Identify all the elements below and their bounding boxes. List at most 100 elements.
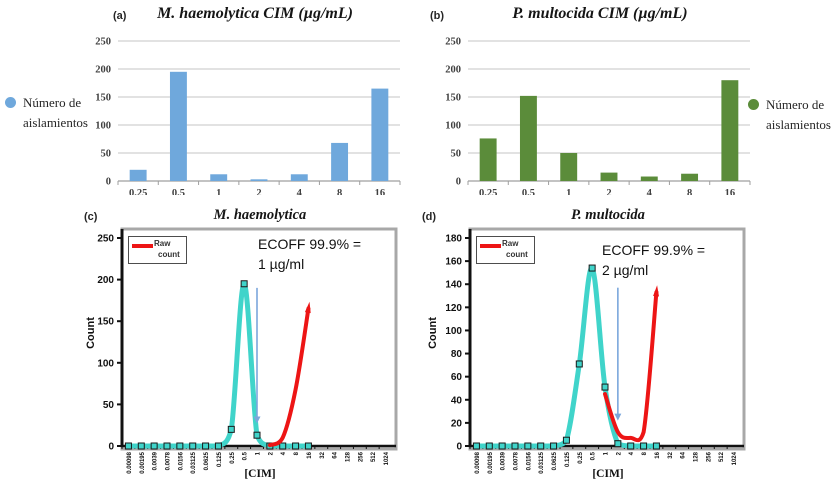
x-tick-label: 16 bbox=[307, 451, 313, 458]
x-tick-label: 0.125 bbox=[565, 451, 571, 467]
y-tick-label: 200 bbox=[445, 65, 461, 76]
line-end-arrow-icon bbox=[304, 301, 311, 314]
y-tick-label: 250 bbox=[95, 37, 111, 48]
y-tick-label: 60 bbox=[451, 372, 463, 383]
x-tick-label: 0.0039 bbox=[153, 451, 159, 470]
bar bbox=[600, 172, 618, 181]
square-marker-icon bbox=[189, 442, 197, 450]
x-tick-label: 0.5 bbox=[172, 188, 185, 195]
panel-label-b: (b) bbox=[430, 10, 445, 22]
x-tick-label: 8 bbox=[687, 188, 692, 195]
x-tick-label: 512 bbox=[371, 451, 377, 462]
ecoff-arrow-head-icon bbox=[253, 416, 261, 424]
panel-label-d: (d) bbox=[422, 211, 437, 223]
x-tick-label: 0.0625 bbox=[204, 451, 210, 470]
square-marker-icon bbox=[137, 442, 145, 450]
x-tick-label: 1 bbox=[604, 451, 610, 455]
x-tick-label: 256 bbox=[358, 451, 364, 462]
square-marker-icon bbox=[511, 442, 519, 450]
square-marker-icon bbox=[498, 442, 506, 450]
x-tick-label: 2 bbox=[268, 451, 274, 455]
panel-title-b: P. multocida CIM (µg/mL) bbox=[512, 5, 688, 22]
bar bbox=[290, 174, 308, 181]
bar bbox=[479, 138, 497, 181]
square-marker-icon bbox=[150, 442, 158, 450]
line-end-arrow-icon bbox=[653, 285, 659, 297]
ecoff-d-line1: ECOFF 99.9% = bbox=[602, 242, 706, 258]
legend-numero-aislamientos-b: Número de aislamientos bbox=[748, 95, 831, 134]
square-marker-icon bbox=[163, 442, 171, 450]
bar bbox=[681, 173, 699, 181]
y-axis-title-c: Count bbox=[85, 317, 97, 349]
square-marker-icon bbox=[485, 442, 493, 450]
y-tick-label: 160 bbox=[445, 257, 462, 268]
y-tick-label: 50 bbox=[103, 400, 115, 411]
x-tick-label: 32 bbox=[668, 451, 674, 458]
square-marker-icon bbox=[240, 280, 248, 288]
y-tick-label: 80 bbox=[451, 349, 463, 360]
square-marker-icon bbox=[575, 360, 583, 368]
raw-legend-c-line2: count bbox=[158, 250, 180, 259]
x-tick-label: 8 bbox=[294, 451, 300, 455]
square-marker-icon bbox=[202, 442, 210, 450]
x-tick-label: 0.0156 bbox=[526, 451, 532, 470]
x-tick-label: 0.0078 bbox=[514, 451, 520, 470]
y-tick-label: 200 bbox=[95, 65, 111, 76]
bar bbox=[371, 88, 389, 181]
x-tick-label: 0.25 bbox=[479, 188, 497, 195]
square-marker-icon bbox=[472, 442, 480, 450]
x-tick-label: 256 bbox=[706, 451, 712, 462]
x-tick-label: 0.0078 bbox=[166, 451, 172, 470]
bar-chart-p-multocida: 250 200 150 100 50 0 0.25 0.5 1 2 4 8 16 bbox=[445, 37, 751, 195]
square-marker-icon bbox=[214, 442, 222, 450]
x-tick-label: 0.00098 bbox=[475, 451, 481, 473]
x-tick-label: 0.0625 bbox=[552, 451, 558, 470]
line-chart-p-multocida: 0 20 40 60 80 100 120 140 160 180 0.00098 0.00195 0.… bbox=[445, 227, 746, 474]
x-tick-label: 128 bbox=[346, 451, 352, 462]
square-marker-icon bbox=[562, 436, 570, 444]
y-tick-label: 150 bbox=[445, 93, 461, 104]
x-tick-label: 32 bbox=[320, 451, 326, 458]
count-distribution-line bbox=[473, 265, 659, 449]
x-tick-label: 16 bbox=[655, 451, 661, 458]
x-tick-label: 0.125 bbox=[217, 451, 223, 467]
x-tick-label: 0.00195 bbox=[140, 451, 146, 473]
x-tick-label: 4 bbox=[629, 451, 635, 455]
y-tick-label: 0 bbox=[456, 177, 461, 188]
x-tick-label: 128 bbox=[694, 451, 700, 462]
ecoff-c-line1: ECOFF 99.9% = bbox=[258, 236, 362, 252]
y-tick-label: 100 bbox=[445, 121, 461, 132]
x-tick-label: 0.25 bbox=[230, 451, 236, 463]
x-tick-label: 1024 bbox=[384, 451, 390, 465]
panel-label-a: (a) bbox=[113, 10, 127, 22]
y-tick-label: 100 bbox=[97, 358, 114, 369]
square-marker-icon bbox=[253, 431, 261, 439]
raw-count-line bbox=[603, 290, 659, 443]
raw-count-legend-c: Raw count bbox=[128, 236, 187, 264]
bar-chart-m-haemolytica: 250 200 150 100 50 0 0.25 0.5 1 2 4 8 16 bbox=[95, 37, 401, 195]
legend-b-line1: Número de bbox=[766, 97, 825, 112]
x-tick-label: 1 bbox=[216, 188, 221, 195]
legend-text-b: Número de aislamientos bbox=[766, 95, 831, 134]
count-distribution-line bbox=[125, 281, 311, 449]
ecoff-d-line2: 2 µg/ml bbox=[602, 261, 649, 278]
ecoff-annotation-c: ECOFF 99.9% = 1 µg/ml bbox=[258, 235, 361, 274]
bar bbox=[640, 176, 658, 181]
ecoff-annotation-d: ECOFF 99.9% = 2 µg/ml bbox=[602, 241, 705, 280]
y-tick-label: 250 bbox=[445, 37, 461, 48]
legend-dot-green-icon bbox=[748, 99, 759, 110]
y-tick-label: 120 bbox=[445, 303, 462, 314]
y-tick-label: 180 bbox=[445, 234, 462, 245]
x-tick-label: 4 bbox=[281, 451, 287, 455]
x-tick-label: 2 bbox=[606, 188, 611, 195]
square-marker-icon bbox=[601, 383, 609, 391]
legend-dot-blue-icon bbox=[5, 97, 16, 108]
x-tick-label: 64 bbox=[681, 451, 687, 458]
x-tick-label: 0.25 bbox=[578, 451, 584, 463]
square-marker-icon bbox=[652, 442, 660, 450]
bar bbox=[560, 153, 578, 181]
x-tick-label: 0.25 bbox=[129, 188, 147, 195]
square-marker-icon bbox=[124, 442, 132, 450]
ecoff-arrow-head-icon bbox=[614, 413, 622, 421]
